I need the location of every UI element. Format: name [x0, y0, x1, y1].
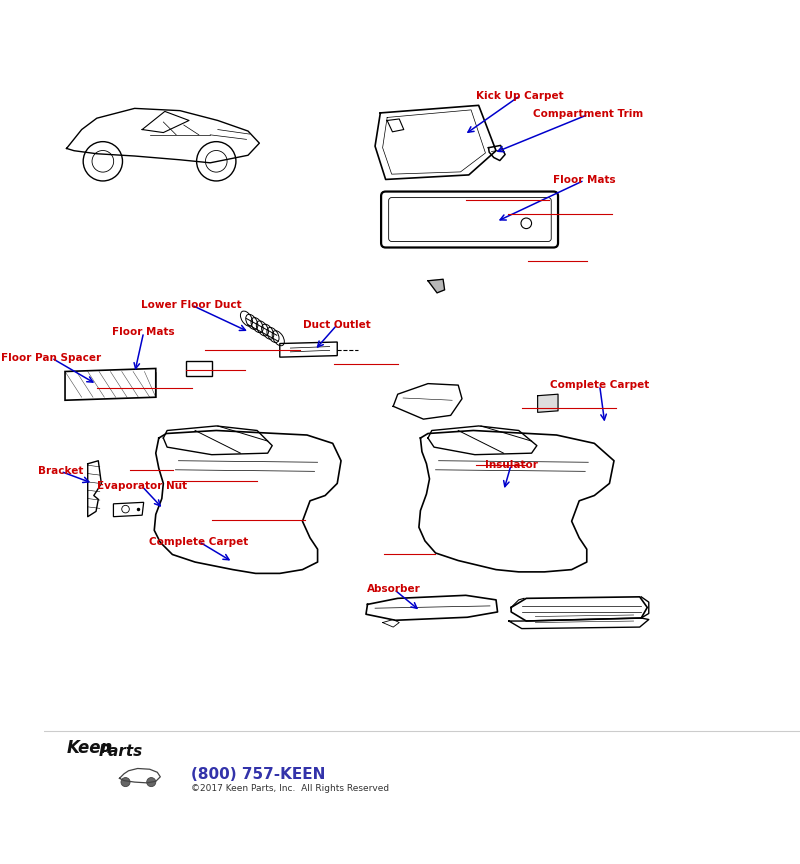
Text: ©2017 Keen Parts, Inc.  All Rights Reserved: ©2017 Keen Parts, Inc. All Rights Reserv…	[191, 785, 390, 793]
Text: Bracket: Bracket	[38, 467, 83, 476]
Text: Absorber: Absorber	[367, 584, 421, 594]
Text: Evaporator Nut: Evaporator Nut	[97, 481, 187, 492]
Text: Floor Pan Spacer: Floor Pan Spacer	[2, 353, 102, 363]
Text: (800) 757-KEEN: (800) 757-KEEN	[191, 767, 326, 782]
Text: Complete Carpet: Complete Carpet	[150, 537, 249, 547]
Text: Lower Floor Duct: Lower Floor Duct	[141, 300, 242, 310]
Text: Floor Mats: Floor Mats	[112, 327, 175, 337]
Text: Floor Mats: Floor Mats	[553, 175, 616, 185]
Text: Parts: Parts	[98, 744, 142, 759]
Text: Kick Up Carpet: Kick Up Carpet	[477, 91, 564, 100]
Text: Insulator: Insulator	[485, 460, 538, 469]
Text: Compartment Trim: Compartment Trim	[533, 110, 643, 119]
Text: Complete Carpet: Complete Carpet	[550, 380, 650, 391]
Polygon shape	[428, 279, 445, 293]
Text: Keen: Keen	[66, 739, 113, 757]
Circle shape	[146, 778, 156, 786]
Polygon shape	[538, 394, 558, 412]
Text: Duct Outlet: Duct Outlet	[303, 320, 371, 330]
Circle shape	[121, 778, 130, 786]
